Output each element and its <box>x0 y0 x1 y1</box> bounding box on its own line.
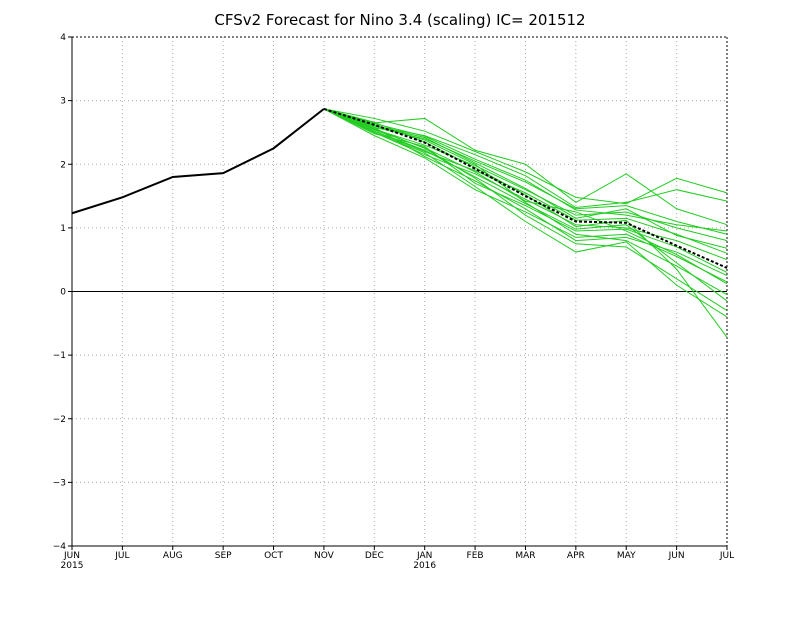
axes <box>68 36 728 550</box>
ensemble-member-line <box>323 108 728 302</box>
ensemble-members <box>323 108 728 338</box>
x-year-label: 2015 <box>61 561 84 571</box>
x-tick-label: NOV <box>314 551 335 561</box>
ensemble-member-line <box>323 108 728 283</box>
ensemble-member-line <box>323 108 728 312</box>
main-lines <box>71 107 728 269</box>
y-tick-label: 3 <box>60 97 66 107</box>
x-tick-label: JUL <box>719 551 734 561</box>
x-tick-label: DEC <box>365 551 384 561</box>
y-tick-label: 1 <box>60 224 66 234</box>
ensemble-member-line <box>323 108 728 226</box>
ensemble-member-line <box>323 108 728 232</box>
y-tick-label: 4 <box>60 33 66 43</box>
ensemble-mean-line <box>323 107 728 269</box>
x-tick-label: SEP <box>215 551 232 561</box>
x-year-label: 2016 <box>413 561 436 571</box>
tick-labels: JUN JUL AUG SEP OCT NOV DEC JAN FEB MAR APR MAY JUN J… <box>53 33 734 571</box>
y-tick-label: 2 <box>60 160 66 170</box>
ensemble-member-line <box>323 108 728 318</box>
x-tick-label: JAN <box>416 551 432 561</box>
y-tick-label: −3 <box>53 478 66 488</box>
ensemble-member-line <box>323 108 728 242</box>
x-tick-label: JUL <box>114 551 129 561</box>
x-tick-label: AUG <box>163 551 183 561</box>
x-tick-label: JUN <box>63 551 80 561</box>
y-tick-label: −4 <box>53 542 67 552</box>
observed-line <box>71 108 325 215</box>
y-tick-label: −2 <box>53 415 66 425</box>
ensemble-member-line <box>323 108 728 205</box>
chart-title: CFSv2 Forecast for Nino 3.4 (scaling) IC… <box>214 11 585 29</box>
grid <box>72 37 727 546</box>
y-tick-label: 0 <box>60 288 66 298</box>
x-tick-label: JUN <box>668 551 685 561</box>
x-tick-label: MAR <box>515 551 535 561</box>
x-tick-label: FEB <box>467 551 484 561</box>
ensemble-member-line <box>323 108 728 261</box>
ensemble-member-line <box>323 108 728 338</box>
x-tick-label: MAY <box>617 551 636 561</box>
x-tick-label: APR <box>567 551 585 561</box>
x-tick-label: OCT <box>264 551 283 561</box>
y-tick-label: −1 <box>53 351 66 361</box>
